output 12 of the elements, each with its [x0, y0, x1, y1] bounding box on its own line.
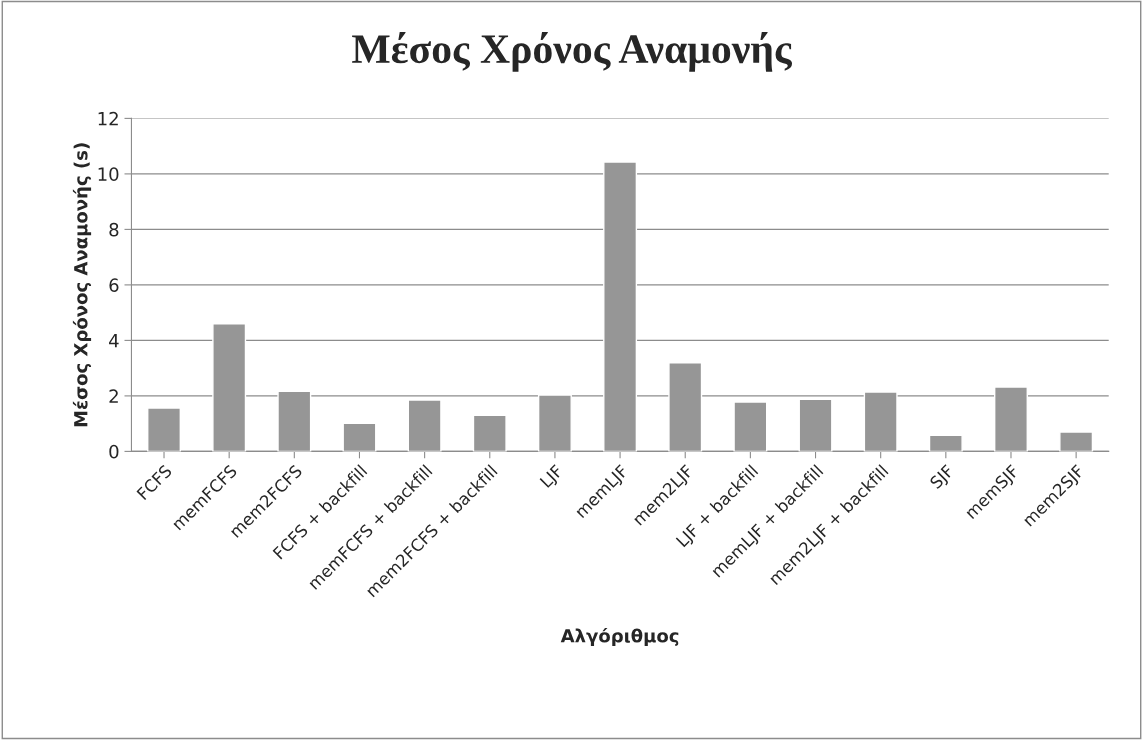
x-axis-title: Αλγόριθμος [560, 627, 679, 647]
y-tick-label: 12 [98, 111, 118, 126]
y-tick-label: 6 [109, 278, 119, 293]
x-tick-label: SJF [929, 464, 957, 492]
y-tick-label: 2 [109, 389, 118, 403]
y-axis-title: Μέσος Χρόνος Αναμονής (s) [72, 143, 92, 427]
x-tick-label: LJF [539, 464, 566, 491]
y-tick-label: 4 [109, 334, 119, 348]
chart-title: Μέσος Χρόνος Αναμονής [352, 31, 793, 72]
y-tick-label: 10 [98, 167, 119, 182]
y-tick-label: 0 [109, 444, 119, 459]
y-tick-label: 8 [109, 222, 119, 237]
